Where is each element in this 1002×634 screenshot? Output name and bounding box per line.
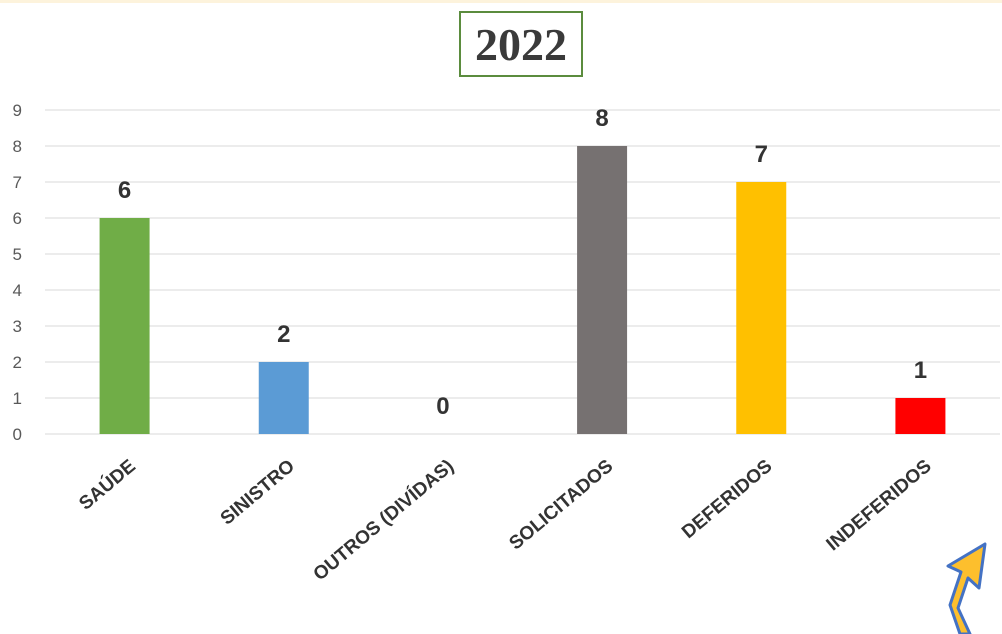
y-tick-label: 3 — [13, 317, 22, 336]
data-label: 0 — [436, 393, 449, 420]
y-tick-label: 2 — [13, 353, 22, 372]
data-label: 2 — [277, 321, 290, 348]
data-label: 6 — [118, 177, 131, 204]
x-category-label: INDEFERIDOS — [823, 456, 936, 556]
bar — [258, 362, 309, 434]
y-tick-label: 4 — [13, 281, 22, 300]
x-category-label: SOLICITADOS — [505, 456, 617, 555]
x-category-label: OUTROS (DIVÍDAS) — [309, 455, 458, 585]
x-category-label: SAÚDE — [75, 455, 140, 515]
bar — [99, 218, 150, 434]
y-tick-label: 0 — [13, 425, 22, 444]
y-tick-label: 7 — [13, 173, 22, 192]
x-category-label: SINISTRO — [217, 456, 299, 530]
bars — [99, 146, 946, 434]
x-axis-categories: SAÚDE SINISTRO OUTROS (DIVÍDAS) SOLICITADOS… — [75, 455, 936, 585]
bar — [577, 146, 628, 434]
bar — [736, 182, 787, 434]
y-axis-ticks: 0 1 2 3 4 5 6 7 8 9 — [13, 101, 22, 444]
y-tick-label: 9 — [13, 101, 22, 120]
data-labels: 6 2 0 8 7 1 — [118, 105, 927, 420]
top-strip — [0, 0, 1002, 3]
gridlines — [45, 109, 1000, 435]
data-label: 1 — [914, 357, 927, 384]
chart-title: 2022 — [459, 11, 583, 77]
data-label: 8 — [595, 105, 608, 132]
y-tick-label: 6 — [13, 209, 22, 228]
data-label: 7 — [755, 141, 768, 168]
y-tick-label: 8 — [13, 137, 22, 156]
y-tick-label: 1 — [13, 389, 22, 408]
arrow-icon — [946, 542, 987, 634]
y-tick-label: 5 — [13, 245, 22, 264]
bar — [895, 398, 946, 434]
x-category-label: DEFERIDOS — [678, 456, 776, 543]
